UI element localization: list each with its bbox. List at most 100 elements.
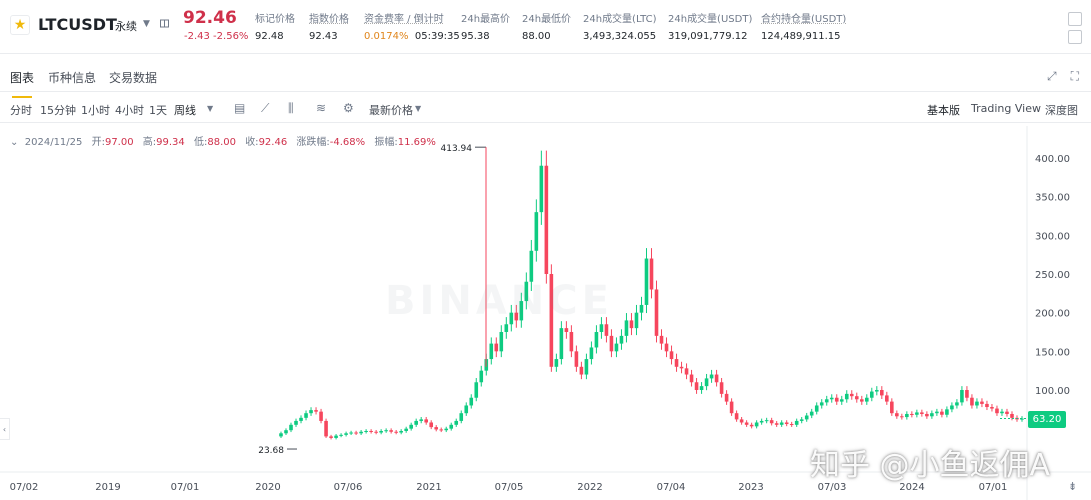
candle <box>494 337 499 358</box>
indicator-icon[interactable]: ≋ <box>316 101 327 115</box>
candle <box>289 422 293 433</box>
candle <box>419 416 423 424</box>
stat-funding-rate[interactable]: 资金费率 / 倒计时 0.0174% 05:39:35 <box>364 14 460 42</box>
candle <box>434 425 439 432</box>
candle <box>804 412 809 422</box>
candle <box>890 398 894 416</box>
candle <box>489 337 494 365</box>
y-tick-label: 150.00 <box>1035 347 1070 358</box>
candle <box>674 353 679 372</box>
candle <box>359 429 363 436</box>
x-tick-label: 2019 <box>95 482 120 493</box>
star-icon: ★ <box>13 17 27 33</box>
candle <box>734 410 739 422</box>
interval-time[interactable]: 分时 <box>10 104 32 117</box>
collapse-chevron-icon[interactable]: ⌄ <box>10 137 19 148</box>
candle <box>669 345 674 365</box>
favorite-star-button[interactable]: ★ <box>10 15 30 35</box>
view-depth[interactable]: 深度图 <box>1045 104 1078 117</box>
y-tick-label: 350.00 <box>1035 193 1070 204</box>
interval-4h[interactable]: 4小时 <box>115 104 144 117</box>
book-icon[interactable] <box>160 19 169 28</box>
candle <box>424 416 428 425</box>
candle <box>344 431 348 437</box>
candle <box>794 418 799 427</box>
candle <box>544 150 549 284</box>
side-toggle-icon[interactable]: ‹ <box>0 418 10 440</box>
candle <box>529 239 534 292</box>
candle <box>844 390 849 403</box>
view-tradingview[interactable]: Trading View <box>971 102 1041 115</box>
candle <box>594 325 599 354</box>
candle <box>885 391 889 405</box>
candle <box>429 420 434 430</box>
expand-icon[interactable]: ⤢ <box>1046 69 1057 83</box>
stat-24h-high: 24h最高价 95.38 <box>461 14 511 42</box>
contract-type[interactable]: 永续 <box>115 20 137 33</box>
candle <box>574 345 579 372</box>
candle <box>905 411 909 420</box>
stat-open-interest[interactable]: 合约持仓量(USDT) 124,489,911.15 <box>761 14 847 42</box>
ohlc-change: -4.68% <box>329 137 366 148</box>
x-tick-label: 07/04 <box>657 482 686 493</box>
stat-index-price[interactable]: 指数价格 92.43 <box>309 14 349 42</box>
candle <box>699 382 704 394</box>
gear-icon[interactable]: ⚙ <box>343 101 354 115</box>
y-tick-label: 100.00 <box>1035 386 1070 397</box>
interval-1w[interactable]: 周线 <box>174 104 196 117</box>
y-tick-label: 200.00 <box>1035 309 1070 320</box>
candle <box>504 317 509 339</box>
x-tick-label: 2022 <box>577 482 602 493</box>
candle <box>1020 416 1024 422</box>
candle <box>864 394 869 405</box>
symbol-name[interactable]: LTCUSDT <box>38 15 117 34</box>
candle <box>364 429 368 434</box>
interval-1d[interactable]: 1天 <box>149 104 167 117</box>
candle <box>849 390 854 400</box>
candle <box>714 369 719 387</box>
candle <box>394 429 398 435</box>
ohlc-close: 92.46 <box>258 137 288 148</box>
candle <box>824 395 829 406</box>
interval-dropdown-icon[interactable]: ▼ <box>207 104 214 113</box>
y-tick-label: 400.00 <box>1035 154 1070 165</box>
candle <box>834 394 839 405</box>
candle <box>459 410 464 424</box>
candle <box>724 390 729 405</box>
candle-icon[interactable]: ⫼ <box>288 101 294 115</box>
candle <box>975 398 979 409</box>
view-basic[interactable]: 基本版 <box>927 104 960 117</box>
candle <box>534 199 539 262</box>
calendar-icon[interactable]: ▤ <box>234 101 246 115</box>
candle <box>1000 408 1004 416</box>
candle <box>754 420 759 429</box>
header-settings-icon[interactable] <box>1068 12 1082 26</box>
fullscreen-icon[interactable]: ⛶ <box>1070 69 1079 83</box>
candle <box>374 429 378 435</box>
price-type-select[interactable]: 最新价格 <box>369 104 413 117</box>
candle <box>854 392 859 403</box>
chevron-down-icon[interactable]: ▼ <box>143 19 150 29</box>
header-layout-icon[interactable] <box>1068 30 1082 44</box>
candle <box>789 421 794 427</box>
candle <box>414 418 418 427</box>
candle <box>579 361 584 380</box>
last-price-badge: 63.20 <box>1028 411 1066 428</box>
candle <box>799 416 804 424</box>
chart-toolbar: 分时 15分钟 1小时 4小时 1天 周线 ▼ ▤ ⟋ ⫼ ≋ ⚙ 最新价格 ▼… <box>0 95 1091 123</box>
interval-1h[interactable]: 1小时 <box>81 104 110 117</box>
candle <box>349 430 353 436</box>
candle <box>739 416 744 425</box>
tab-chart[interactable]: 图表 <box>10 71 35 98</box>
price-chart[interactable]: 400.00 350.00 300.00 250.00 200.00 150.00 100.… <box>0 126 1091 500</box>
candle <box>1010 411 1014 421</box>
tab-coin-info[interactable]: 币种信息 <box>48 71 97 85</box>
interval-15m[interactable]: 15分钟 <box>40 104 76 117</box>
candle <box>950 402 954 413</box>
max-price-label: 413.94 <box>441 144 473 154</box>
scale-settings-icon[interactable]: ⇟ <box>1068 480 1078 493</box>
tab-trading-data[interactable]: 交易数据 <box>109 71 158 85</box>
chevron-down-icon[interactable]: ▼ <box>415 104 422 113</box>
candle <box>599 317 604 339</box>
line-chart-icon[interactable]: ⟋ <box>261 101 270 115</box>
